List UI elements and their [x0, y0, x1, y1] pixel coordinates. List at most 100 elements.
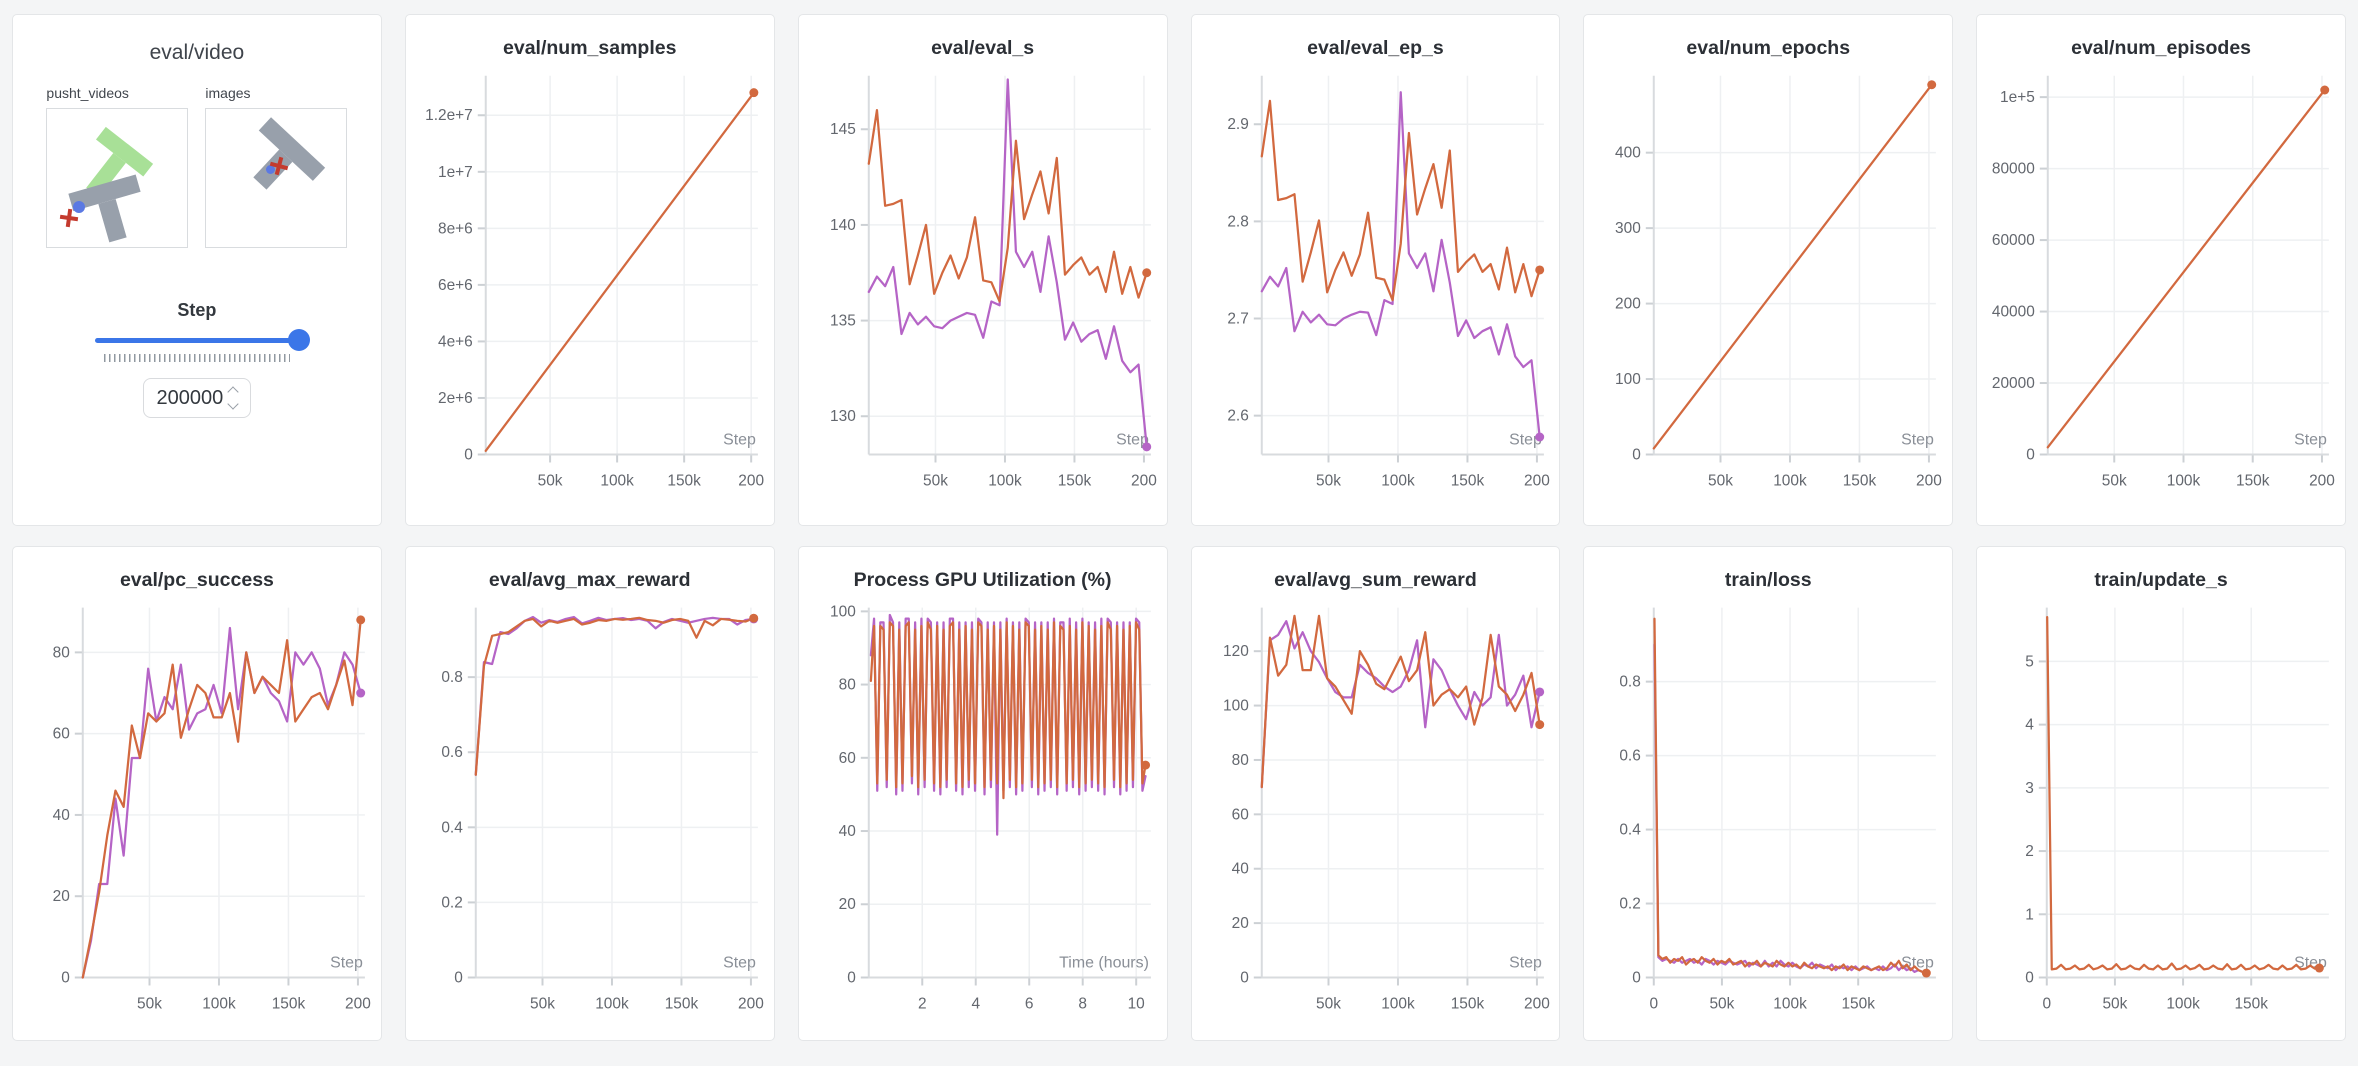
- chart-eval-avg-sum-reward[interactable]: 50k 100k 150k 200 0 20 40 60 80 100 120 Step: [1192, 597, 1560, 1041]
- step-slider-thumb[interactable]: [287, 329, 310, 351]
- svg-text:Step: Step: [2294, 432, 2327, 449]
- series-purple: [474, 615, 755, 776]
- step-spinner: [227, 386, 239, 410]
- svg-text:150k: 150k: [1057, 472, 1091, 489]
- panel-eval-avg-sum-reward[interactable]: eval/avg_sum_reward 50k 100k 150k 200 0 20 40 60…: [1190, 546, 1561, 1041]
- svg-text:150k: 150k: [1450, 995, 1484, 1012]
- panel-train-loss[interactable]: train/loss 0 50k 100k 150k 0 0.2 0.4 0.6 0.8 Step: [1583, 546, 1954, 1041]
- panel-eval-eval-s[interactable]: eval/eval_s 50k 100k 150k 200 130 135 140 145 Ste…: [797, 14, 1168, 526]
- series-orange: [484, 91, 755, 452]
- svg-text:80: 80: [1231, 752, 1248, 769]
- step-slider-label: Step: [177, 300, 217, 320]
- svg-text:60: 60: [1231, 806, 1248, 823]
- chart-eval-num-samples[interactable]: 50k 100k 150k 200 0 2e+6 4e+6 6e+6 8e+6 1e+7 1.2e+…: [406, 65, 774, 526]
- chart-eval-pc-success[interactable]: 50k 100k 150k 200 0 20 40 60 80 Step: [13, 597, 381, 1041]
- svg-text:100k: 100k: [2167, 472, 2201, 489]
- series-end-dot-orange: [1922, 968, 1932, 978]
- series-purple: [867, 78, 1148, 448]
- series-orange: [867, 108, 1148, 303]
- svg-text:50k: 50k: [2103, 995, 2128, 1012]
- svg-text:8: 8: [1078, 995, 1087, 1012]
- media-thumb-images: images: [205, 85, 348, 248]
- svg-text:100k: 100k: [1774, 472, 1808, 489]
- svg-text:40: 40: [53, 807, 70, 824]
- series-end-dot-orange: [1140, 760, 1150, 770]
- svg-text:8e+6: 8e+6: [438, 220, 473, 237]
- svg-text:40000: 40000: [1992, 304, 2035, 321]
- svg-text:150k: 150k: [1842, 995, 1876, 1012]
- svg-text:Step: Step: [1116, 432, 1149, 449]
- step-decrement-button[interactable]: [227, 398, 239, 410]
- svg-text:50k: 50k: [2102, 472, 2127, 489]
- svg-text:6: 6: [1025, 995, 1034, 1012]
- chart-title: eval/num_episodes: [2071, 37, 2252, 59]
- chart-title: train/update_s: [2094, 569, 2228, 591]
- panel-eval-pc-success[interactable]: eval/pc_success 50k 100k 150k 200 0 20 40 60 80 St…: [12, 546, 382, 1041]
- panel-title: eval/video: [149, 41, 245, 64]
- panel-eval-num-samples[interactable]: eval/num_samples 50k 100k 150k 200 0 2e+6 4e+6 6…: [404, 14, 775, 526]
- panel-eval-avg-max-reward[interactable]: eval/avg_max_reward 50k 100k 150k 200 0 0.2 0.4…: [404, 546, 775, 1041]
- panel-train-update-s[interactable]: train/update_s 0 50k 100k 150k 0 1 2 3 4 5 Step: [1976, 546, 2346, 1041]
- media-thumbnails: pusht_videos images: [46, 85, 348, 248]
- series-orange: [2046, 616, 2321, 971]
- svg-text:0: 0: [1633, 969, 1642, 986]
- svg-text:0: 0: [1633, 446, 1642, 463]
- series-end-dot-orange: [356, 615, 366, 625]
- svg-text:0: 0: [1240, 969, 1249, 986]
- pusht-video-frame[interactable]: [46, 108, 189, 248]
- svg-text:0: 0: [1650, 995, 1659, 1012]
- step-input[interactable]: 200000: [142, 378, 251, 418]
- svg-text:200: 200: [738, 995, 764, 1012]
- panel-eval-eval-ep-s[interactable]: eval/eval_ep_s 50k 100k 150k 200 2.6 2.7 2.8 2.9…: [1190, 14, 1561, 526]
- svg-text:200: 200: [738, 472, 764, 489]
- svg-text:40: 40: [1231, 861, 1248, 878]
- chart-eval-num-episodes[interactable]: 50k 100k 150k 200 0 20000 40000 60000 80000 1e+5 S…: [1977, 65, 2345, 526]
- series-orange: [474, 616, 755, 776]
- series-orange: [2046, 88, 2326, 449]
- chart-eval-eval-s[interactable]: 50k 100k 150k 200 130 135 140 145 Step: [799, 65, 1167, 526]
- chart-title: eval/avg_max_reward: [488, 569, 691, 591]
- svg-text:20: 20: [838, 896, 855, 913]
- goal-cross-icon: [59, 208, 79, 228]
- svg-text:50k: 50k: [530, 995, 555, 1012]
- svg-text:0.4: 0.4: [441, 819, 463, 836]
- chart-title: eval/pc_success: [119, 569, 274, 591]
- svg-text:150k: 150k: [272, 995, 306, 1012]
- svg-text:Step: Step: [723, 432, 756, 449]
- svg-text:100k: 100k: [202, 995, 236, 1012]
- svg-text:1e+5: 1e+5: [2000, 89, 2035, 106]
- svg-text:50k: 50k: [1316, 472, 1341, 489]
- step-slider-track[interactable]: [94, 337, 299, 343]
- media-thumb-label: images: [205, 85, 251, 101]
- step-increment-button[interactable]: [227, 386, 239, 398]
- svg-text:140: 140: [830, 217, 856, 234]
- svg-text:100k: 100k: [600, 472, 634, 489]
- svg-text:50k: 50k: [1316, 995, 1341, 1012]
- svg-text:0.6: 0.6: [1620, 748, 1641, 765]
- panel-process-gpu-utilization[interactable]: Process GPU Utilization (%) 2 4 6 8 10 0 20 40 60…: [797, 546, 1168, 1041]
- series-end-dot-orange: [1141, 268, 1151, 278]
- svg-text:50k: 50k: [537, 472, 562, 489]
- chart-eval-eval-ep-s[interactable]: 50k 100k 150k 200 2.6 2.7 2.8 2.9 Step: [1192, 65, 1560, 526]
- step-value[interactable]: 200000: [156, 386, 224, 409]
- svg-text:100: 100: [830, 603, 856, 620]
- panel-eval-num-epochs[interactable]: eval/num_epochs 50k 100k 150k 200 0 100 200 300 4…: [1583, 14, 1954, 526]
- svg-text:150k: 150k: [1450, 472, 1484, 489]
- images-frame[interactable]: [205, 108, 348, 248]
- svg-text:60: 60: [53, 726, 70, 743]
- svg-text:1: 1: [2025, 906, 2034, 923]
- chart-title: Process GPU Utilization (%): [853, 569, 1112, 591]
- chart-eval-avg-max-reward[interactable]: 50k 100k 150k 200 0 0.2 0.4 0.6 0.8 Step: [406, 597, 774, 1041]
- series-orange: [1260, 614, 1541, 789]
- svg-text:0: 0: [2043, 995, 2052, 1012]
- panel-eval-video[interactable]: eval/video pusht_videos images: [12, 14, 382, 526]
- svg-text:10: 10: [1127, 995, 1144, 1012]
- step-slider[interactable]: [94, 329, 310, 351]
- panel-eval-num-episodes[interactable]: eval/num_episodes 50k 100k 150k 200 0 20000 400…: [1976, 14, 2346, 526]
- series-end-dot-purple: [1141, 442, 1151, 452]
- chart-eval-num-epochs[interactable]: 50k 100k 150k 200 0 100 200 300 400 Step: [1584, 65, 1952, 526]
- svg-text:200: 200: [2309, 472, 2335, 489]
